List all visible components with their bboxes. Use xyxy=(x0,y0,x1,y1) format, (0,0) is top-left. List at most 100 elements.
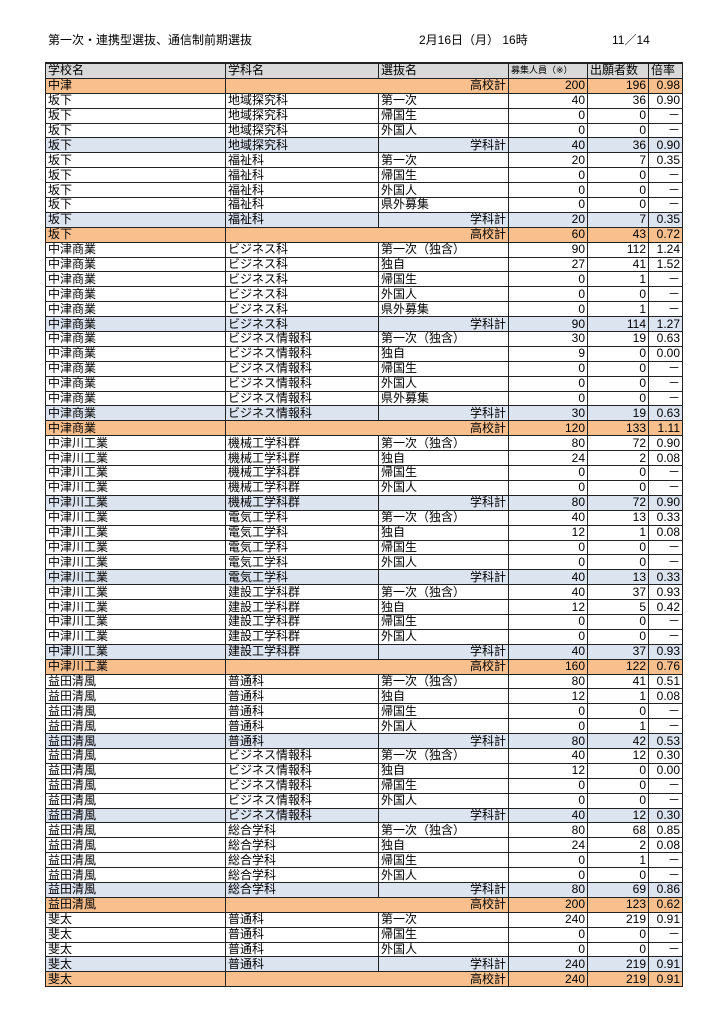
table-row: 坂下 福祉科 県外募集 0 0 － xyxy=(45,197,683,213)
department-cell: 機械工学科群 xyxy=(225,435,379,452)
quota-cell: 240 xyxy=(508,911,588,928)
ratio-cell: 0.30 xyxy=(648,807,683,824)
school-cell: 中津川工業 xyxy=(45,613,226,630)
ratio-cell: 0.42 xyxy=(648,599,683,615)
quota-cell: 0 xyxy=(508,852,588,869)
department-total-row: 益田清風 普通科 学科計 80 42 0.53 xyxy=(45,733,683,749)
table-row: 中津川工業 機械工学科群 独自 24 2 0.08 xyxy=(45,450,683,467)
department-cell: ビジネス科 xyxy=(225,256,379,273)
document-date: 2月16日（月） 16時 xyxy=(419,33,528,47)
quota-cell: 40 xyxy=(508,584,588,601)
applicants-cell: 19 xyxy=(587,405,649,422)
table-row: 斐太 普通科 第一次 240 219 0.91 xyxy=(45,911,683,928)
school-cell: 坂下 xyxy=(45,107,226,124)
quota-cell: 80 xyxy=(508,822,588,839)
applicants-cell: 0 xyxy=(587,613,649,630)
school-cell: 益田清風 xyxy=(45,837,226,854)
applicants-cell: 41 xyxy=(587,673,649,690)
school-cell: 中津川工業 xyxy=(45,509,226,526)
ratio-cell: 1.52 xyxy=(648,256,683,273)
selection-cell: 外国人 xyxy=(378,479,509,496)
table-row: 中津商業 ビジネス情報科 外国人 0 0 － xyxy=(45,375,683,392)
table-row: 中津川工業 電気工学科 第一次（独含） 40 13 0.33 xyxy=(45,509,683,526)
selection-cell: 独自 xyxy=(378,599,509,615)
department-cell: ビジネス情報科 xyxy=(225,331,379,347)
quota-cell: 40 xyxy=(508,747,588,764)
ratio-cell: － xyxy=(648,122,683,139)
header-department: 学科名 xyxy=(225,61,379,79)
quota-cell: 12 xyxy=(508,524,588,541)
quota-cell: 40 xyxy=(508,92,588,109)
selection-cell: 学科計 xyxy=(378,643,509,660)
department-total-row: 中津川工業 建設工学科群 学科計 40 37 0.93 xyxy=(45,643,683,660)
department-cell: 福祉科 xyxy=(225,182,379,199)
ratio-cell: － xyxy=(648,628,683,645)
selection-cell: 外国人 xyxy=(378,375,509,392)
selection-cell: 帰国生 xyxy=(378,613,509,630)
school-cell: 益田清風 xyxy=(45,673,226,690)
applicants-cell: 219 xyxy=(587,971,649,988)
applicants-cell: 36 xyxy=(587,137,649,154)
department-cell: ビジネス情報科 xyxy=(225,375,379,392)
applicants-cell: 0 xyxy=(587,182,649,199)
selection-cell: 高校計 xyxy=(225,77,509,94)
school-cell: 中津商業 xyxy=(45,420,226,437)
school-cell: 坂下 xyxy=(45,92,226,109)
school-cell: 益田清風 xyxy=(45,867,226,883)
department-cell: 福祉科 xyxy=(225,197,379,213)
department-total-row: 坂下 福祉科 学科計 20 7 0.35 xyxy=(45,211,683,228)
table-row: 坂下 福祉科 外国人 0 0 － xyxy=(45,182,683,199)
applicants-cell: 0 xyxy=(587,345,649,362)
table-row: 中津商業 ビジネス科 独自 27 41 1.52 xyxy=(45,256,683,273)
school-cell: 中津川工業 xyxy=(45,435,226,452)
quota-cell: 200 xyxy=(508,896,588,913)
applicants-cell: 122 xyxy=(587,658,649,675)
selection-cell: 高校計 xyxy=(225,226,509,243)
ratio-cell: 0.62 xyxy=(648,896,683,913)
table-row: 中津川工業 機械工学科群 第一次（独含） 80 72 0.90 xyxy=(45,435,683,452)
ratio-cell: － xyxy=(648,852,683,869)
applicants-cell: 114 xyxy=(587,316,649,333)
department-cell: ビジネス科 xyxy=(225,271,379,288)
ratio-cell: － xyxy=(648,465,683,481)
ratio-cell: － xyxy=(648,360,683,377)
quota-cell: 0 xyxy=(508,122,588,139)
department-cell: 電気工学科 xyxy=(225,569,379,586)
ratio-cell: － xyxy=(648,271,683,288)
school-cell: 中津川工業 xyxy=(45,628,226,645)
selection-cell: 学科計 xyxy=(378,316,509,333)
applicants-cell: 0 xyxy=(587,360,649,377)
table-row: 益田清風 ビジネス情報科 帰国生 0 0 － xyxy=(45,777,683,794)
department-cell: 福祉科 xyxy=(225,152,379,169)
table-row: 中津川工業 建設工学科群 外国人 0 0 － xyxy=(45,628,683,645)
applicants-cell: 0 xyxy=(587,167,649,184)
table-row: 中津川工業 建設工学科群 独自 12 5 0.42 xyxy=(45,599,683,615)
ratio-cell: － xyxy=(648,107,683,124)
department-cell: 機械工学科群 xyxy=(225,494,379,511)
table-row: 斐太 普通科 帰国生 0 0 － xyxy=(45,926,683,943)
quota-cell: 0 xyxy=(508,941,588,958)
selection-cell: 外国人 xyxy=(378,628,509,645)
ratio-cell: － xyxy=(648,539,683,556)
quota-cell: 0 xyxy=(508,628,588,645)
quota-cell: 0 xyxy=(508,360,588,377)
school-cell: 中津商業 xyxy=(45,390,226,407)
department-total-row: 中津川工業 電気工学科 学科計 40 13 0.33 xyxy=(45,569,683,586)
school-cell: 中津川工業 xyxy=(45,554,226,571)
ratio-cell: 0.63 xyxy=(648,331,683,347)
department-cell: 総合学科 xyxy=(225,867,379,883)
ratio-cell: － xyxy=(648,182,683,199)
applicants-cell: 2 xyxy=(587,450,649,467)
department-cell: 電気工学科 xyxy=(225,524,379,541)
school-cell: 中津川工業 xyxy=(45,465,226,481)
ratio-cell: 0.85 xyxy=(648,822,683,839)
selection-cell: 第一次（独含） xyxy=(378,673,509,690)
department-cell: 普通科 xyxy=(225,941,379,958)
quota-cell: 0 xyxy=(508,197,588,213)
table-row: 中津川工業 建設工学科群 帰国生 0 0 － xyxy=(45,613,683,630)
ratio-cell: 0.90 xyxy=(648,92,683,109)
school-cell: 坂下 xyxy=(45,182,226,199)
selection-cell: 第一次（独含） xyxy=(378,747,509,764)
ratio-cell: － xyxy=(648,479,683,496)
applicants-cell: 1 xyxy=(587,852,649,869)
